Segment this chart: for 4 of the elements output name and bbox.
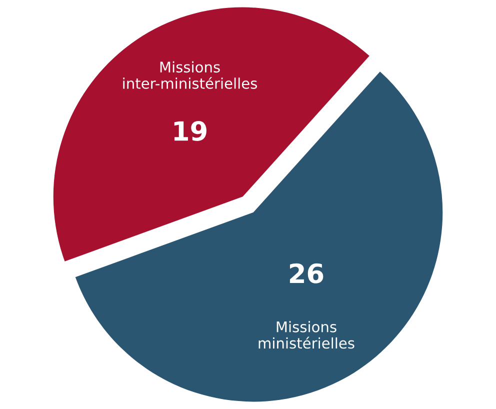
slice-label: Missions ministérielles: [258, 321, 354, 349]
data-label: 19: [174, 121, 206, 141]
data-label: 26: [290, 263, 324, 284]
slice-label: Missions inter-ministérielles: [123, 61, 257, 89]
